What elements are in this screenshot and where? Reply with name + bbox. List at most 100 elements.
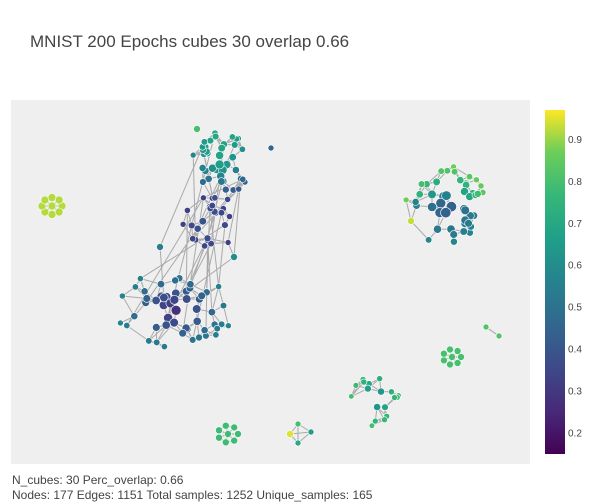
graph-node[interactable] bbox=[239, 146, 245, 152]
graph-node[interactable] bbox=[240, 176, 246, 182]
graph-node[interactable] bbox=[193, 317, 201, 325]
graph-node[interactable] bbox=[152, 324, 160, 332]
graph-node[interactable] bbox=[200, 179, 207, 186]
graph-node[interactable] bbox=[137, 276, 143, 282]
graph-node[interactable] bbox=[231, 437, 238, 444]
graph-node[interactable] bbox=[377, 388, 384, 395]
graph-node[interactable] bbox=[428, 190, 437, 199]
graph-node[interactable] bbox=[189, 337, 196, 344]
graph-node[interactable] bbox=[200, 195, 206, 201]
graph-node[interactable] bbox=[171, 305, 181, 315]
graph-node[interactable] bbox=[403, 197, 409, 203]
graph-node[interactable] bbox=[201, 139, 208, 146]
graph-node[interactable] bbox=[209, 202, 216, 209]
graph-node[interactable] bbox=[146, 338, 153, 345]
graph-node[interactable] bbox=[216, 434, 223, 441]
graph-node[interactable] bbox=[226, 213, 232, 219]
graph-node[interactable] bbox=[55, 196, 63, 204]
graph-node[interactable] bbox=[438, 168, 445, 175]
graph-node[interactable] bbox=[182, 295, 191, 304]
graph-node[interactable] bbox=[229, 134, 235, 140]
graph-node[interactable] bbox=[364, 385, 371, 392]
graph-node[interactable] bbox=[141, 288, 148, 295]
graph-node[interactable] bbox=[231, 254, 238, 261]
graph-node[interactable] bbox=[408, 218, 415, 225]
graph-node[interactable] bbox=[198, 292, 206, 300]
graph-node[interactable] bbox=[216, 427, 223, 434]
graph-node[interactable] bbox=[460, 228, 468, 236]
graph-node[interactable] bbox=[229, 153, 237, 161]
graph-node[interactable] bbox=[184, 207, 190, 213]
graph-node[interactable] bbox=[201, 327, 208, 334]
graph-node[interactable] bbox=[204, 235, 211, 242]
graph-node[interactable] bbox=[349, 394, 355, 400]
graph-node[interactable] bbox=[388, 389, 394, 395]
graph-node[interactable] bbox=[382, 404, 389, 411]
graph-node[interactable] bbox=[454, 348, 461, 355]
graph-node[interactable] bbox=[392, 395, 398, 401]
graph-node[interactable] bbox=[433, 178, 441, 186]
graph-node[interactable] bbox=[483, 324, 489, 330]
graph-node[interactable] bbox=[225, 431, 232, 438]
graph-node[interactable] bbox=[222, 439, 229, 446]
graph-node[interactable] bbox=[418, 181, 425, 188]
graph-node[interactable] bbox=[152, 296, 160, 304]
graph-node[interactable] bbox=[412, 198, 419, 205]
graph-node[interactable] bbox=[212, 133, 219, 140]
graph-node[interactable] bbox=[48, 211, 56, 219]
graph-node[interactable] bbox=[194, 126, 201, 133]
graph-node[interactable] bbox=[425, 237, 432, 244]
graph-node[interactable] bbox=[287, 431, 294, 438]
graph-node[interactable] bbox=[450, 231, 458, 239]
graph-node[interactable] bbox=[353, 383, 359, 389]
graph-node[interactable] bbox=[162, 321, 170, 329]
graph-node[interactable] bbox=[308, 429, 314, 435]
graph-node[interactable] bbox=[216, 284, 222, 290]
graph-node[interactable] bbox=[222, 186, 229, 193]
graph-node[interactable] bbox=[157, 280, 164, 287]
graph-node[interactable] bbox=[188, 222, 195, 229]
graph-node[interactable] bbox=[382, 417, 388, 423]
graph-node[interactable] bbox=[235, 431, 242, 438]
graph-node[interactable] bbox=[231, 142, 238, 149]
graph-node[interactable] bbox=[496, 333, 502, 339]
graph-node[interactable] bbox=[236, 186, 242, 192]
graph-node[interactable] bbox=[466, 174, 472, 180]
graph-node[interactable] bbox=[190, 152, 196, 158]
graph-node[interactable] bbox=[201, 243, 207, 249]
graph-node[interactable] bbox=[444, 168, 451, 175]
graph-node[interactable] bbox=[48, 202, 56, 210]
graph-node[interactable] bbox=[212, 195, 218, 201]
graph-node[interactable] bbox=[231, 424, 238, 431]
graph-node[interactable] bbox=[416, 191, 423, 198]
graph-node[interactable] bbox=[449, 354, 456, 361]
graph-node[interactable] bbox=[442, 191, 452, 201]
graph-node[interactable] bbox=[48, 194, 56, 202]
graph-node[interactable] bbox=[119, 293, 125, 299]
graph-node[interactable] bbox=[218, 144, 226, 152]
graph-node[interactable] bbox=[143, 295, 151, 303]
graph-node[interactable] bbox=[218, 209, 225, 216]
graph-node[interactable] bbox=[454, 360, 461, 367]
graph-node[interactable] bbox=[222, 422, 229, 429]
graph-node[interactable] bbox=[220, 302, 227, 309]
graph-node[interactable] bbox=[474, 190, 481, 197]
graph-node[interactable] bbox=[457, 176, 464, 183]
plot-area[interactable] bbox=[11, 100, 530, 464]
graph-node[interactable] bbox=[55, 208, 63, 216]
graph-node[interactable] bbox=[187, 281, 194, 288]
graph-node[interactable] bbox=[473, 177, 479, 183]
graph-node[interactable] bbox=[218, 178, 226, 186]
graph-node[interactable] bbox=[199, 164, 206, 171]
graph-node[interactable] bbox=[124, 322, 130, 328]
graph-node[interactable] bbox=[180, 221, 186, 227]
graph-node[interactable] bbox=[225, 240, 231, 246]
graph-node[interactable] bbox=[222, 222, 229, 229]
graph-node[interactable] bbox=[192, 305, 201, 314]
graph-node[interactable] bbox=[461, 206, 470, 215]
graph-node[interactable] bbox=[478, 183, 484, 189]
graph-node[interactable] bbox=[132, 284, 138, 290]
graph-node[interactable] bbox=[208, 308, 215, 315]
graph-node[interactable] bbox=[179, 329, 187, 337]
graph-node[interactable] bbox=[440, 357, 447, 364]
